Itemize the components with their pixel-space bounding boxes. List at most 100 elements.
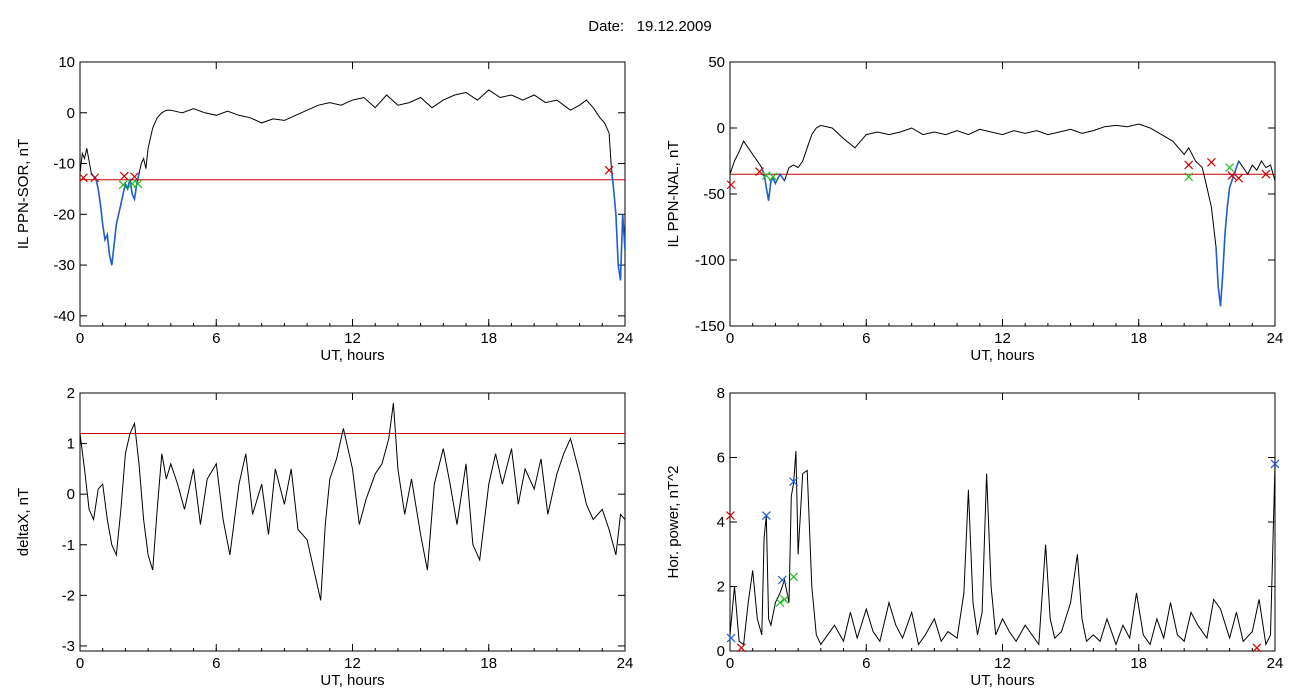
y-tick-label: -150 [695, 318, 725, 335]
chart-hor_power: 0 6 12 18 24 8 6 4 2 0 UT, hours Hor. power, nT^2 [665, 385, 1283, 689]
y-tick-label: -1 [62, 537, 75, 554]
marker-red [90, 173, 100, 183]
marker-stroke [119, 171, 129, 181]
highlight-segment [761, 167, 786, 201]
x-tick-label: 12 [994, 330, 1011, 347]
x-tick-label: 6 [862, 330, 870, 347]
marker-green [768, 172, 778, 182]
x-axis-label: UT, hours [320, 672, 384, 689]
marker-stroke [78, 173, 88, 183]
marker-stroke [1225, 163, 1235, 173]
marker-blue [1270, 459, 1280, 469]
marker-stroke [726, 511, 735, 520]
x-tick-label: 12 [344, 655, 361, 672]
marker-stroke [780, 594, 789, 604]
marker-stroke [726, 633, 736, 643]
highlight-segment [90, 173, 140, 266]
marker-stroke [133, 179, 143, 189]
marker-stroke [1234, 173, 1244, 183]
x-tick-label: 12 [344, 330, 361, 347]
y-axis-label: IL PPN-NAL, nT [665, 141, 682, 248]
marker-stroke [1270, 459, 1280, 469]
y-tick-label: -20 [53, 206, 75, 223]
y-tick-label: 0 [67, 105, 75, 122]
x-tick-label: 24 [617, 330, 634, 347]
marker-green [118, 180, 128, 190]
marker-blue [761, 511, 771, 520]
y-tick-label: 0 [717, 120, 725, 137]
marker-red [1252, 643, 1262, 653]
chart-delta_x: 0 6 12 18 24 2 1 0 -1 -2 -3 UT, hours deltaX, nT [15, 385, 633, 689]
x-tick-label: 0 [76, 330, 84, 347]
x-axis-label: UT, hours [970, 672, 1034, 689]
series-line [80, 403, 625, 601]
marker-stroke [775, 598, 785, 608]
y-tick-label: -10 [53, 156, 75, 173]
marker-stroke [761, 511, 771, 520]
highlight-segment [1215, 160, 1240, 307]
y-tick-label: 50 [708, 54, 725, 71]
marker-green [133, 179, 143, 189]
page-title: Date: 19.12.2009 [0, 18, 1300, 35]
chart-ppn_nal: 0 6 12 18 24 50 0 -50 -100 -150 UT, hours IL PPN-NA… [665, 54, 1283, 364]
x-tick-label: 24 [1267, 330, 1284, 347]
marker-stroke [1206, 157, 1216, 167]
y-axis-label: deltaX, nT [15, 488, 32, 556]
marker-stroke [755, 167, 764, 176]
marker-green [761, 171, 771, 180]
y-axis-label: IL PPN-SOR, nT [15, 139, 32, 249]
marker-red [1206, 157, 1216, 167]
marker-red [604, 165, 614, 175]
y-tick-label: 0 [67, 486, 75, 503]
marker-red [78, 173, 88, 183]
marker-stroke [789, 572, 799, 582]
marker-blue [777, 575, 787, 585]
marker-stroke [768, 172, 778, 182]
marker-red [1234, 173, 1244, 183]
x-tick-label: 6 [212, 330, 220, 347]
y-tick-label: -2 [62, 587, 75, 604]
marker-stroke [736, 643, 746, 653]
y-tick-label: -30 [53, 257, 75, 274]
date-value: 19.12.2009 [636, 18, 712, 35]
marker-blue [726, 633, 736, 643]
marker-green [789, 572, 799, 582]
y-tick-label: 1 [67, 436, 75, 453]
y-tick-label: 2 [67, 385, 75, 402]
marker-stroke [1252, 643, 1262, 653]
y-tick-label: 2 [717, 579, 725, 596]
marker-stroke [1227, 171, 1237, 180]
plot-frame [729, 392, 1276, 652]
y-axis-label: Hor. power, nT^2 [665, 466, 682, 579]
y-tick-label: 6 [717, 450, 725, 467]
x-tick-label: 0 [726, 655, 734, 672]
series-line [730, 450, 1275, 647]
x-axis-label: UT, hours [320, 347, 384, 364]
y-tick-label: 8 [717, 385, 725, 402]
marker-stroke [777, 575, 787, 585]
highlight-segment [610, 168, 625, 281]
y-tick-label: -50 [703, 186, 725, 203]
marker-red [755, 167, 764, 176]
marker-red [130, 172, 139, 182]
series-line [80, 89, 625, 281]
x-tick-label: 24 [617, 655, 634, 672]
y-tick-label: -100 [695, 252, 725, 269]
marker-red [726, 180, 736, 190]
x-tick-label: 18 [480, 330, 497, 347]
plot-frame [729, 61, 1276, 327]
y-tick-label: 10 [58, 54, 75, 71]
x-tick-label: 6 [862, 655, 870, 672]
series-line [730, 123, 1275, 307]
chart-ppn_sor: 0 6 12 18 24 10 0 -10 -20 -30 -40 UT, hours IL PPN-S… [15, 54, 633, 364]
marker-green [1225, 163, 1235, 173]
date-label: Date: [588, 18, 625, 35]
marker-stroke [1184, 160, 1194, 170]
marker-red [1261, 169, 1271, 179]
marker-red [736, 643, 746, 653]
marker-stroke [1184, 172, 1194, 182]
x-tick-label: 18 [1130, 655, 1147, 672]
x-axis-label: UT, hours [970, 347, 1034, 364]
y-tick-label: -3 [62, 638, 75, 655]
marker-stroke [118, 180, 128, 190]
